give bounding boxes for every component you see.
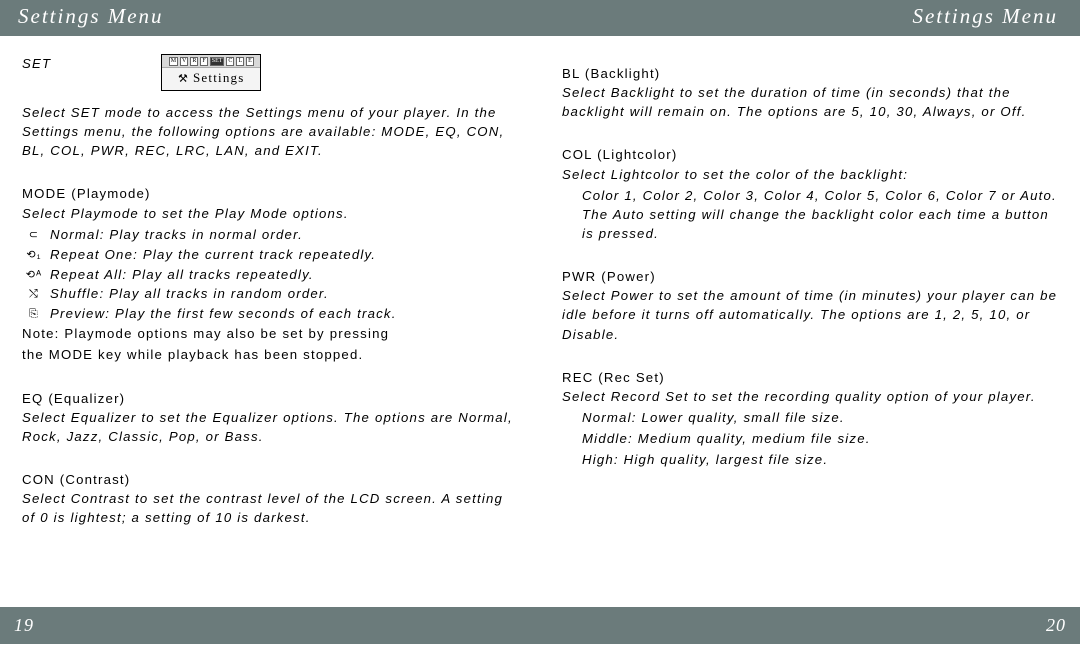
playmode-item: ⟲ᴬ Repeat All: Play all tracks repeatedl… (22, 265, 518, 285)
badge-label: Settings (162, 68, 260, 90)
rec-body: Select Record Set to set the recording q… (562, 387, 1058, 406)
playmode-text: Shuffle: Play all tracks in random order… (50, 284, 329, 303)
footer-bar: 19 20 (0, 602, 1080, 649)
set-label: SET (22, 54, 51, 73)
playmode-list: ⊂ Normal: Play tracks in normal order. ⟲… (22, 225, 518, 325)
playmode-text: Normal: Play tracks in normal order. (50, 225, 303, 244)
shuffle-icon: ⤭ (22, 287, 46, 303)
col-body-1: Select Lightcolor to set the color of th… (562, 165, 1058, 184)
settings-badge: M V R F SET C L E Settings (161, 54, 261, 91)
playmode-item: ⎘ Preview: Play the first few seconds of… (22, 304, 518, 324)
badge-tab: C (226, 57, 234, 66)
page-number-right: 20 (540, 607, 1080, 644)
rec-title: REC (Rec Set) (562, 368, 1058, 387)
col-title: COL (Lightcolor) (562, 145, 1058, 164)
badge-tab: V (180, 57, 188, 66)
set-body: Select SET mode to access the Settings m… (22, 103, 518, 160)
col-body-2: Color 1, Color 2, Color 3, Color 4, Colo… (562, 186, 1058, 243)
right-column: BL (Backlight) Select Backlight to set t… (540, 36, 1080, 602)
header-title-left: Settings Menu (0, 0, 534, 36)
playmode-text: Repeat One: Play the current track repea… (50, 245, 376, 264)
preview-icon: ⎘ (22, 307, 46, 323)
pwr-title: PWR (Power) (562, 267, 1058, 286)
badge-tabs: M V R F SET C L E (162, 55, 260, 68)
set-row: SET M V R F SET C L E Settings (22, 54, 518, 91)
header-bar: Settings Menu Settings Menu (0, 0, 1080, 36)
playmode-item: ⤭ Shuffle: Play all tracks in random ord… (22, 284, 518, 304)
normal-icon: ⊂ (22, 228, 46, 244)
con-body: Select Contrast to set the contrast leve… (22, 489, 518, 527)
badge-tab: E (246, 57, 254, 66)
content-area: SET M V R F SET C L E Settings Select SE… (0, 36, 1080, 602)
eq-title: EQ (Equalizer) (22, 389, 518, 408)
repeat-all-icon: ⟲ᴬ (22, 268, 46, 284)
rec-opt-1: Normal: Lower quality, small file size. (562, 408, 1058, 427)
bl-body: Select Backlight to set the duration of … (562, 83, 1058, 121)
mode-note-1: Note: Playmode options may also be set b… (22, 324, 518, 343)
playmode-item: ⊂ Normal: Play tracks in normal order. (22, 225, 518, 245)
repeat-one-icon: ⟲₁ (22, 248, 46, 264)
playmode-text: Repeat All: Play all tracks repeatedly. (50, 265, 314, 284)
rec-opt-3: High: High quality, largest file size. (562, 450, 1058, 469)
left-column: SET M V R F SET C L E Settings Select SE… (0, 36, 540, 602)
page-number-left: 19 (0, 607, 540, 644)
eq-body: Select Equalizer to set the Equalizer op… (22, 408, 518, 446)
rec-opt-2: Middle: Medium quality, medium file size… (562, 429, 1058, 448)
badge-tab: F (200, 57, 207, 66)
mode-note-2: the MODE key while playback has been sto… (22, 345, 518, 364)
header-title-right: Settings Menu (534, 0, 1080, 36)
badge-tab: R (190, 57, 198, 66)
badge-tab: M (169, 57, 178, 66)
mode-intro: Select Playmode to set the Play Mode opt… (22, 204, 518, 223)
badge-tab: L (236, 57, 244, 66)
con-title: CON (Contrast) (22, 470, 518, 489)
mode-title: MODE (Playmode) (22, 184, 518, 203)
pwr-body: Select Power to set the amount of time (… (562, 286, 1058, 343)
playmode-text: Preview: Play the first few seconds of e… (50, 304, 397, 323)
playmode-item: ⟲₁ Repeat One: Play the current track re… (22, 245, 518, 265)
badge-tab-selected: SET (210, 57, 225, 66)
bl-title: BL (Backlight) (562, 64, 1058, 83)
